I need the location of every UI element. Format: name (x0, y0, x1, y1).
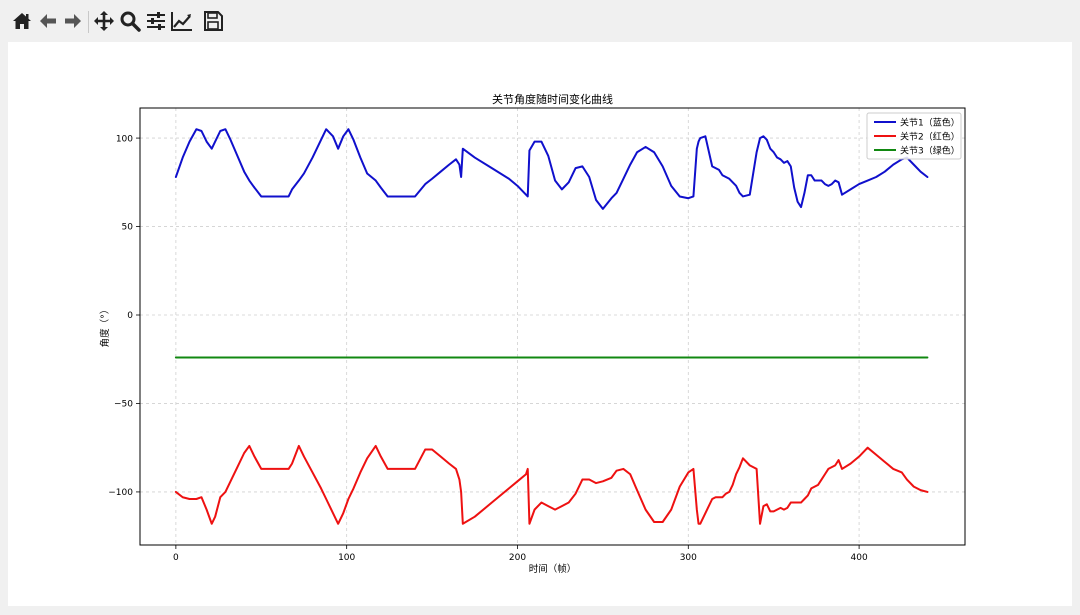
series-line-1 (174, 128, 929, 210)
y-tick-label: −50 (114, 400, 133, 410)
y-tick-label: −100 (108, 488, 133, 498)
figure-canvas: 0 100 200 300 400 −100 −50 0 50 100 关节角度随时间变化曲线 时… (8, 42, 1072, 606)
legend: 关节1（蓝色） 关节2（红色） 关节3（绿色） (866, 112, 962, 160)
axes-frame (139, 107, 966, 546)
grid-lines (140, 108, 965, 545)
y-axis-label: 角度（°） (99, 305, 111, 348)
edit-axis-line-icon[interactable] (170, 9, 194, 33)
line-chart: 0 100 200 300 400 −100 −50 0 50 100 关节角度随时间变化曲线 时… (99, 92, 966, 575)
x-axis-label: 时间（帧） (529, 563, 577, 575)
back-arrow-icon[interactable] (36, 9, 60, 33)
navigation-toolbar (0, 0, 1080, 42)
legend-label-1: 关节1（蓝色） (900, 116, 960, 128)
series-layer (174, 128, 929, 525)
pan-move-icon[interactable] (92, 9, 116, 33)
y-tick-label: 50 (122, 223, 134, 233)
x-tick-label: 100 (338, 553, 355, 563)
x-tick-label: 0 (173, 553, 179, 563)
series-line-2 (174, 444, 929, 525)
y-tick-label: 100 (116, 134, 133, 144)
ticks: 0 100 200 300 400 −100 −50 0 50 100 (108, 134, 868, 563)
forward-arrow-icon[interactable] (61, 9, 85, 33)
x-tick-label: 300 (680, 553, 697, 563)
save-floppy-icon[interactable] (201, 9, 225, 33)
home-icon[interactable] (10, 9, 34, 33)
x-tick-label: 200 (509, 553, 526, 563)
chart-title: 关节角度随时间变化曲线 (492, 92, 613, 106)
x-tick-label: 400 (851, 553, 868, 563)
zoom-magnifier-icon[interactable] (118, 9, 142, 33)
legend-label-3: 关节3（绿色） (900, 144, 960, 156)
legend-label-2: 关节2（红色） (900, 130, 960, 142)
legend-box (866, 112, 962, 160)
toolbar-separator (88, 11, 89, 33)
y-tick-label: 0 (127, 311, 133, 321)
configure-subplots-icon[interactable] (144, 9, 168, 33)
